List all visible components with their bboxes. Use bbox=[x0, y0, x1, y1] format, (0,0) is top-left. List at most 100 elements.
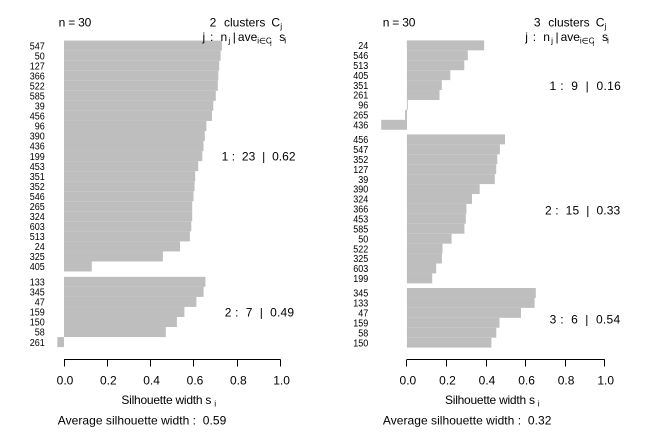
svg-text:405: 405 bbox=[353, 71, 368, 82]
svg-text:265: 265 bbox=[353, 111, 368, 122]
svg-text:2: 2 bbox=[210, 16, 217, 30]
svg-text:47: 47 bbox=[358, 309, 368, 320]
svg-text:n: n bbox=[543, 30, 550, 44]
svg-text:366: 366 bbox=[353, 205, 368, 216]
svg-text:265: 265 bbox=[30, 202, 45, 213]
svg-text:3: 3 bbox=[534, 16, 541, 30]
svg-text:456: 456 bbox=[30, 112, 45, 123]
svg-text:i∈C: i∈C bbox=[257, 36, 272, 45]
svg-text:i: i bbox=[214, 399, 216, 409]
svg-text:324: 324 bbox=[353, 195, 368, 206]
svg-text:133: 133 bbox=[30, 278, 45, 289]
svg-text:Silhouette width s: Silhouette width s bbox=[121, 393, 211, 407]
svg-text:j: j bbox=[604, 21, 607, 31]
svg-text:199: 199 bbox=[30, 152, 45, 163]
svg-text:0.0: 0.0 bbox=[400, 374, 417, 388]
svg-text:0.8: 0.8 bbox=[558, 374, 575, 388]
svg-text:366: 366 bbox=[30, 71, 45, 82]
svg-text:0.4: 0.4 bbox=[143, 374, 160, 388]
svg-text:1 : 9 | 0.16: 1 : 9 | 0.16 bbox=[550, 79, 622, 93]
svg-text:133: 133 bbox=[353, 299, 368, 310]
svg-text:436: 436 bbox=[30, 142, 45, 153]
svg-text:522: 522 bbox=[30, 82, 45, 93]
svg-text:199: 199 bbox=[353, 274, 368, 285]
svg-text:513: 513 bbox=[30, 232, 45, 243]
svg-text:1.0: 1.0 bbox=[597, 374, 614, 388]
svg-text:j: j bbox=[279, 21, 282, 31]
svg-text:|: | bbox=[233, 30, 236, 44]
svg-text:159: 159 bbox=[353, 319, 368, 330]
svg-text:39: 39 bbox=[35, 102, 45, 113]
svg-text:0.0: 0.0 bbox=[57, 374, 74, 388]
svg-text:|: | bbox=[556, 30, 559, 44]
svg-text:Silhouette width s: Silhouette width s bbox=[445, 393, 535, 407]
svg-text:547: 547 bbox=[353, 145, 368, 156]
svg-text:3 : 6 | 0.54: 3 : 6 | 0.54 bbox=[550, 313, 621, 327]
svg-text:j: j bbox=[592, 40, 594, 46]
svg-text:Average silhouette width : 0.: Average silhouette width : 0.59 bbox=[58, 414, 227, 428]
svg-text:s: s bbox=[602, 30, 608, 44]
svg-text:0.6: 0.6 bbox=[518, 374, 535, 388]
svg-text:351: 351 bbox=[353, 81, 368, 92]
svg-text:1 : 23 | 0.62: 1 : 23 | 0.62 bbox=[222, 150, 296, 164]
svg-text:i: i bbox=[607, 35, 609, 45]
svg-text:n = 30: n = 30 bbox=[59, 16, 92, 30]
svg-text:603: 603 bbox=[353, 264, 368, 275]
svg-text:i: i bbox=[284, 35, 286, 45]
svg-text:clusters: clusters bbox=[224, 16, 265, 30]
svg-text:351: 351 bbox=[30, 172, 45, 183]
svg-text:150: 150 bbox=[353, 338, 368, 349]
svg-text:159: 159 bbox=[30, 308, 45, 319]
svg-text:ave: ave bbox=[561, 30, 581, 44]
svg-text:50: 50 bbox=[35, 51, 45, 62]
svg-text:261: 261 bbox=[30, 338, 45, 349]
svg-text:C: C bbox=[596, 16, 605, 30]
svg-text:50: 50 bbox=[358, 234, 368, 245]
svg-text:j: j bbox=[227, 35, 230, 45]
svg-text:324: 324 bbox=[30, 212, 45, 223]
svg-text:405: 405 bbox=[30, 262, 45, 273]
svg-text:39: 39 bbox=[358, 175, 368, 186]
svg-text:436: 436 bbox=[353, 121, 368, 132]
svg-text:n: n bbox=[221, 30, 228, 44]
svg-text:325: 325 bbox=[353, 254, 368, 265]
svg-text:352: 352 bbox=[30, 182, 45, 193]
svg-text:i∈C: i∈C bbox=[580, 36, 595, 45]
svg-text:96: 96 bbox=[358, 101, 368, 112]
svg-text:261: 261 bbox=[353, 91, 368, 102]
svg-text::: : bbox=[210, 30, 213, 44]
svg-text:127: 127 bbox=[353, 165, 368, 176]
svg-text:0.2: 0.2 bbox=[100, 374, 117, 388]
svg-text:547: 547 bbox=[30, 41, 45, 52]
svg-text:546: 546 bbox=[30, 192, 45, 203]
svg-text:0.6: 0.6 bbox=[187, 374, 204, 388]
svg-text:546: 546 bbox=[353, 51, 368, 62]
svg-text:i: i bbox=[538, 399, 540, 409]
svg-text:325: 325 bbox=[30, 252, 45, 263]
svg-text:C: C bbox=[271, 16, 280, 30]
svg-text:522: 522 bbox=[353, 244, 368, 255]
svg-text:150: 150 bbox=[30, 318, 45, 329]
svg-text:127: 127 bbox=[30, 61, 45, 72]
svg-text:58: 58 bbox=[35, 328, 45, 339]
svg-text:453: 453 bbox=[353, 215, 368, 226]
svg-text:0.2: 0.2 bbox=[439, 374, 456, 388]
svg-text:390: 390 bbox=[30, 132, 45, 143]
svg-text:1.0: 1.0 bbox=[273, 374, 290, 388]
svg-text:0.8: 0.8 bbox=[230, 374, 247, 388]
svg-text:390: 390 bbox=[353, 185, 368, 196]
svg-text:345: 345 bbox=[353, 289, 368, 300]
svg-text:352: 352 bbox=[353, 155, 368, 166]
svg-text:603: 603 bbox=[30, 222, 45, 233]
svg-text:58: 58 bbox=[358, 328, 368, 339]
svg-text:j: j bbox=[269, 40, 271, 46]
svg-text:2 : 15 | 0.33: 2 : 15 | 0.33 bbox=[545, 204, 621, 218]
svg-text:s: s bbox=[279, 30, 285, 44]
svg-text:96: 96 bbox=[35, 122, 45, 133]
svg-text:clusters: clusters bbox=[548, 16, 589, 30]
svg-text:453: 453 bbox=[30, 162, 45, 173]
svg-text:j: j bbox=[524, 30, 528, 44]
svg-text:513: 513 bbox=[353, 61, 368, 72]
svg-text:Average silhouette width : 0.: Average silhouette width : 0.32 bbox=[383, 414, 552, 428]
svg-text:585: 585 bbox=[353, 225, 368, 236]
